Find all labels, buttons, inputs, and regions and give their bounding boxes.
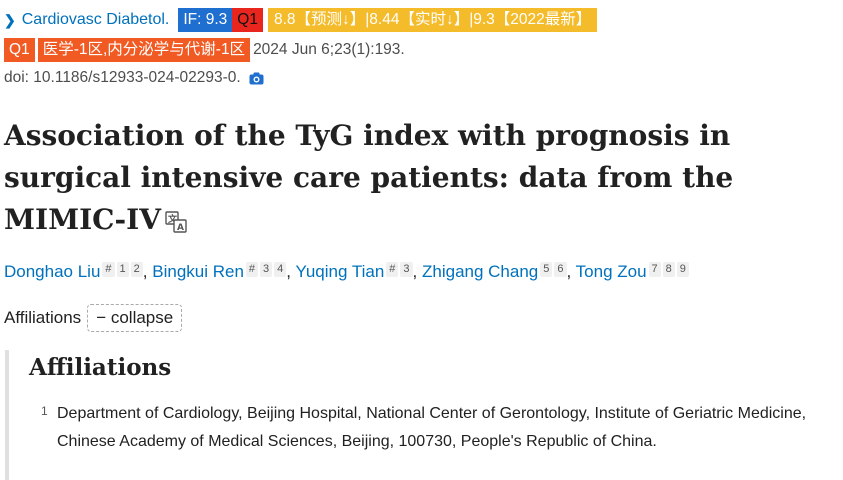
affiliation-number: 1	[41, 404, 48, 418]
impact-factor-badge: IF: 9.3	[178, 8, 233, 32]
category-row: Q1 医学-1区,内分泌学与代谢-1区 2024 Jun 6;23(1):193…	[4, 37, 405, 63]
q1-badge: Q1	[232, 8, 263, 32]
citation-text: 2024 Jun 6;23(1):193.	[253, 41, 405, 58]
svg-text:A: A	[177, 223, 184, 233]
author-sup[interactable]: 3	[260, 262, 273, 277]
journal-link[interactable]: Cardiovasc Diabetol.	[21, 11, 170, 28]
author-sup[interactable]: 4	[274, 262, 287, 277]
author-sup[interactable]: 7	[648, 262, 661, 277]
article-title: Association of the TyG index with progno…	[4, 115, 784, 241]
affiliation-text: Department of Cardiology, Beijing Hospit…	[57, 405, 807, 450]
affiliations-panel: Affiliations 1 Department of Cardiology,…	[5, 350, 843, 480]
author-sup[interactable]: #	[245, 262, 259, 277]
author-link[interactable]: Donghao Liu	[4, 262, 101, 281]
author-link[interactable]: Zhigang Chang	[422, 262, 539, 281]
svg-text:文: 文	[167, 213, 178, 225]
author-link[interactable]: Tong Zou	[575, 262, 647, 281]
article-title-text: Association of the TyG index with progno…	[4, 119, 734, 236]
author-sup[interactable]: #	[102, 262, 115, 277]
author-sup[interactable]: 6	[554, 262, 567, 277]
category-badge: 医学-1区,内分泌学与代谢-1区	[37, 38, 251, 62]
affiliations-label: Affiliations	[4, 308, 82, 327]
collapse-button[interactable]: − collapse	[87, 304, 183, 332]
journal-row: ❯ Cardiovasc Diabetol. IF: 9.3 Q1 8.8【预测…	[4, 7, 598, 33]
author-sup[interactable]: 3	[400, 262, 413, 277]
camera-icon[interactable]	[249, 72, 264, 85]
author-sup[interactable]: 1	[116, 262, 129, 277]
q1-badge-secondary: Q1	[4, 38, 35, 62]
author-sup[interactable]: 2	[130, 262, 143, 277]
doi-text: doi: 10.1186/s12933-024-02293-0.	[4, 69, 241, 86]
author-link[interactable]: Bingkui Ren	[152, 262, 244, 281]
doi-row: doi: 10.1186/s12933-024-02293-0.	[4, 67, 264, 89]
translate-icon[interactable]: 文A	[165, 210, 187, 233]
author-sup[interactable]: #	[386, 262, 399, 277]
author-sup[interactable]: 9	[676, 262, 689, 277]
author-list: Donghao Liu #1 2, Bingkui Ren #3 4, Yuqing T…	[4, 262, 689, 282]
chevron-right-icon[interactable]: ❯	[4, 11, 16, 28]
metrics-badge: 8.8【预测↓】|8.44【实时↓】|9.3【2022最新】	[267, 8, 598, 32]
author-sup[interactable]: 5	[540, 262, 553, 277]
author-sup[interactable]: 8	[662, 262, 675, 277]
affiliations-heading: Affiliations	[29, 354, 172, 381]
author-link[interactable]: Yuqing Tian	[295, 262, 385, 281]
affiliations-toggle-row: Affiliations − collapse	[4, 304, 183, 332]
